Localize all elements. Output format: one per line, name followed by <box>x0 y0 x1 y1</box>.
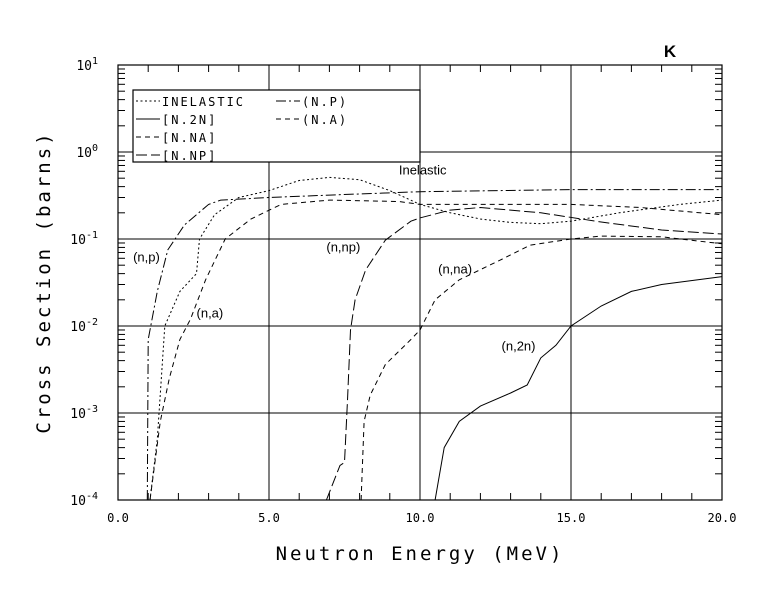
annotation-label: Inelastic <box>399 163 447 178</box>
annotation-label: (n,np) <box>326 239 360 254</box>
y-axis: 101 100 10-1 10-2 10-3 10-4 <box>70 56 722 509</box>
series-line-n-a <box>149 199 723 501</box>
annotation-label: (n,a) <box>197 306 224 321</box>
series-line-n-na <box>360 235 723 501</box>
x-tick-label: 10.0 <box>406 511 435 525</box>
y-tick-label: 10-3 <box>70 404 98 422</box>
y-axis-label: Cross Section (barns) <box>33 130 55 433</box>
legend-label: (N.A) <box>302 113 348 127</box>
series-line-n-np <box>325 206 723 501</box>
series-group <box>146 176 723 501</box>
legend-label: [N.2N] <box>162 113 217 127</box>
legend-label: INELASTIC <box>162 95 245 109</box>
series-line-n-p <box>146 189 722 501</box>
y-tick-label: 10-2 <box>70 317 98 335</box>
legend-label: (N.P) <box>302 95 348 109</box>
y-tick-label: 101 <box>76 56 98 74</box>
x-tick-label: 20.0 <box>708 511 737 525</box>
legend-box <box>132 89 421 163</box>
y-tick-label: 100 <box>76 143 98 161</box>
legend-label: [N.NA] <box>162 131 217 145</box>
annotation-label: (n,na) <box>438 262 472 277</box>
y-tick-label: 10-1 <box>70 230 98 248</box>
legend: INELASTIC [N.2N] [N.NA] [N.NP] (N.P) (N.A) <box>132 89 421 163</box>
x-tick-label: 0.0 <box>107 511 129 525</box>
series-line-inelastic <box>149 176 723 501</box>
series-line-n-2n <box>434 276 723 501</box>
x-axis: 0.0 5.0 10.0 15.0 20.0 <box>107 65 736 525</box>
x-axis-label: Neutron Energy (MeV) <box>276 543 565 565</box>
annotations: Inelastic (n,p) (n,np) (n,na) (n,a) (n,2n) <box>133 163 535 354</box>
y-tick-label: 10-4 <box>70 491 98 509</box>
legend-label: [N.NP] <box>162 149 217 163</box>
annotation-label: (n,p) <box>133 250 160 265</box>
x-tick-label: 15.0 <box>557 511 586 525</box>
x-tick-label: 5.0 <box>258 511 280 525</box>
annotation-label: (n,2n) <box>502 339 536 354</box>
chart-title: K <box>664 42 677 61</box>
